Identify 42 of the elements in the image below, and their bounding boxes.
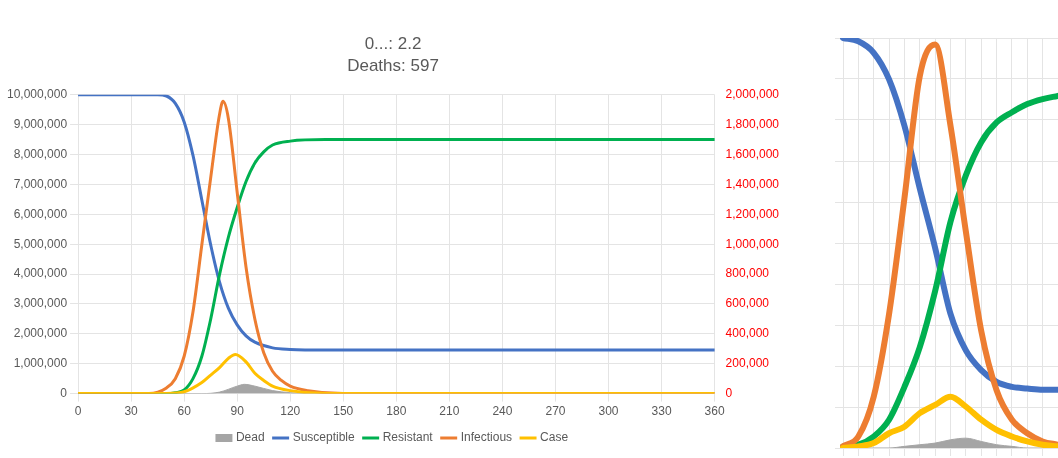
x-tick-label: 150 <box>333 404 354 419</box>
legend-label: Resistant <box>382 430 434 445</box>
x-tick-label: 240 <box>492 404 513 419</box>
x-tick-label: 120 <box>280 404 301 419</box>
y-tick-label: 1,000,000 <box>13 356 68 371</box>
y2-tick-label: 1,800,000 <box>725 116 780 131</box>
y2-tick-label: 800,000 <box>725 266 770 281</box>
y-tick-label: 9,000,000 <box>13 116 68 131</box>
legend-label: Case <box>540 430 569 445</box>
y-tick-label: 2,000,000 <box>13 326 68 341</box>
y-tick-label: 7,000,000 <box>13 176 68 191</box>
y-tick-label: 5,000,000 <box>13 236 68 251</box>
y2-tick-label: 0 <box>725 385 733 400</box>
x-tick-label: 30 <box>124 404 139 419</box>
y2-tick-label: 1,400,000 <box>725 176 780 191</box>
chart-subtitle: Deaths: 597 <box>347 56 439 76</box>
y-tick-label: 10,000,000 <box>7 87 68 102</box>
x-tick-label: 210 <box>439 404 460 419</box>
x-tick-label: 270 <box>545 404 566 419</box>
y2-tick-label: 1,000,000 <box>725 236 780 251</box>
x-tick-label: 360 <box>704 404 725 419</box>
x-tick-label: 180 <box>386 404 407 419</box>
legend-label: Infectious <box>460 430 513 445</box>
x-tick-label: 60 <box>177 404 192 419</box>
chart-title: 0...: 2.2 <box>364 33 422 53</box>
y2-tick-label: 2,000,000 <box>725 87 780 102</box>
x-tick-label: 330 <box>651 404 672 419</box>
y2-tick-label: 1,200,000 <box>725 206 780 221</box>
y2-tick-label: 200,000 <box>725 356 770 371</box>
y-tick-label: 3,000,000 <box>13 296 68 311</box>
y-tick-label: 0 <box>60 385 68 400</box>
y2-tick-label: 1,600,000 <box>725 146 780 161</box>
y2-tick-label: 400,000 <box>725 326 770 341</box>
y-tick-label: 8,000,000 <box>13 146 68 161</box>
y-tick-label: 4,000,000 <box>13 266 68 281</box>
y2-tick-label: 600,000 <box>725 296 770 311</box>
x-tick-label: 90 <box>230 404 245 419</box>
x-tick-label: 300 <box>598 404 619 419</box>
legend-label: Susceptible <box>292 430 355 445</box>
legend-label: Dead <box>235 430 265 445</box>
y-tick-label: 6,000,000 <box>13 206 68 221</box>
x-tick-label: 0 <box>74 404 82 419</box>
